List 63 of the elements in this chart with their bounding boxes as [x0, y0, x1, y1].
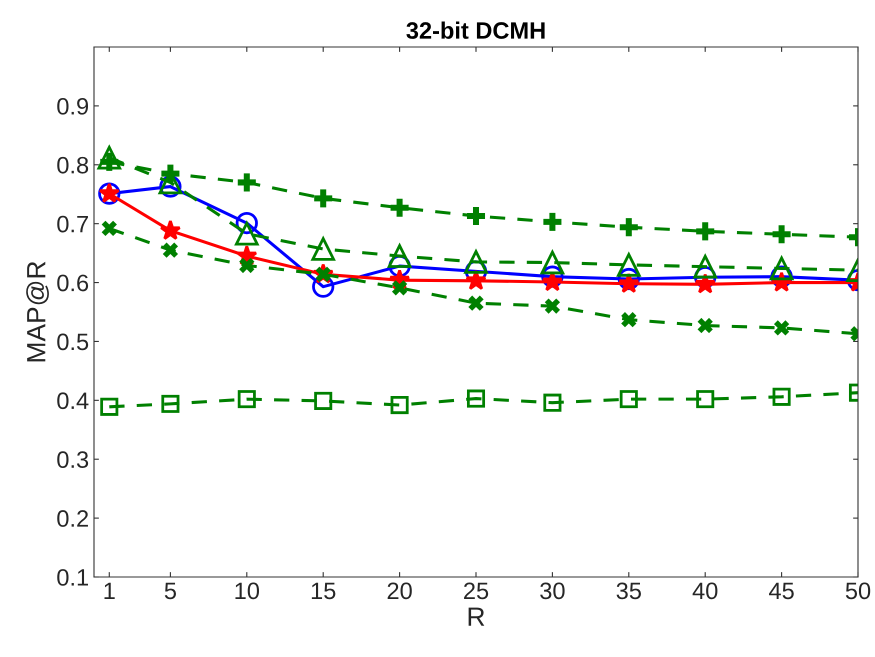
x-tick-label: 1: [104, 582, 115, 599]
point: [543, 212, 562, 231]
y-tick-label: 0.9: [57, 98, 88, 115]
point: [311, 237, 336, 261]
point: [464, 250, 488, 274]
point: [390, 396, 409, 414]
point: [774, 320, 790, 336]
point: [234, 222, 259, 246]
point: [390, 198, 409, 217]
point: [770, 256, 794, 280]
y-axis-title: MAP@R: [26, 262, 49, 362]
point: [696, 390, 714, 408]
point: [314, 392, 332, 410]
point: [618, 272, 640, 293]
point: [238, 173, 256, 192]
x-tick-label: 50: [846, 582, 870, 600]
point: [620, 218, 638, 236]
point: [543, 394, 562, 412]
point: [466, 206, 486, 226]
y-tick-label: 0.4: [57, 392, 88, 410]
point: [620, 390, 638, 408]
x-axis-title: R: [468, 608, 484, 626]
point: [314, 189, 332, 208]
y-tick-label: 0.3: [57, 451, 88, 468]
point: [772, 225, 791, 244]
point: [465, 270, 487, 290]
y-tick-label: 0.5: [57, 334, 88, 350]
x-tick-label: 40: [692, 582, 718, 600]
point: [162, 242, 178, 258]
point: [102, 220, 117, 236]
y-tick-label: 0.7: [57, 216, 88, 232]
chart-title: 32-bit DCMH: [406, 22, 545, 39]
x-tick-label: 25: [464, 582, 488, 600]
point: [540, 250, 564, 274]
x-tick-label: 10: [235, 582, 260, 600]
point: [238, 390, 256, 408]
y-tick-label: 0.8: [57, 156, 88, 174]
point: [694, 273, 716, 294]
point: [392, 280, 408, 296]
point: [544, 298, 560, 314]
point: [466, 390, 486, 408]
point: [616, 253, 641, 277]
point: [388, 244, 412, 268]
x-tick-label: 20: [388, 582, 412, 600]
point: [97, 146, 122, 170]
y-tick-label: 0.2: [57, 510, 88, 527]
point: [698, 318, 713, 334]
point: [239, 258, 254, 274]
point: [100, 398, 118, 416]
x-tick-label: 30: [540, 582, 565, 600]
x-tick-label: 45: [769, 582, 794, 600]
x-tick-label: 15: [312, 582, 336, 600]
point: [161, 394, 180, 413]
point: [693, 254, 718, 278]
point: [160, 220, 182, 240]
y-tick-label: 0.1: [57, 569, 88, 586]
point: [621, 312, 636, 328]
point: [772, 388, 791, 406]
x-tick-label: 35: [616, 582, 641, 600]
x-tick-label: 5: [164, 582, 176, 600]
point: [696, 222, 714, 240]
y-tick-label: 0.6: [57, 274, 88, 292]
point: [468, 296, 484, 311]
